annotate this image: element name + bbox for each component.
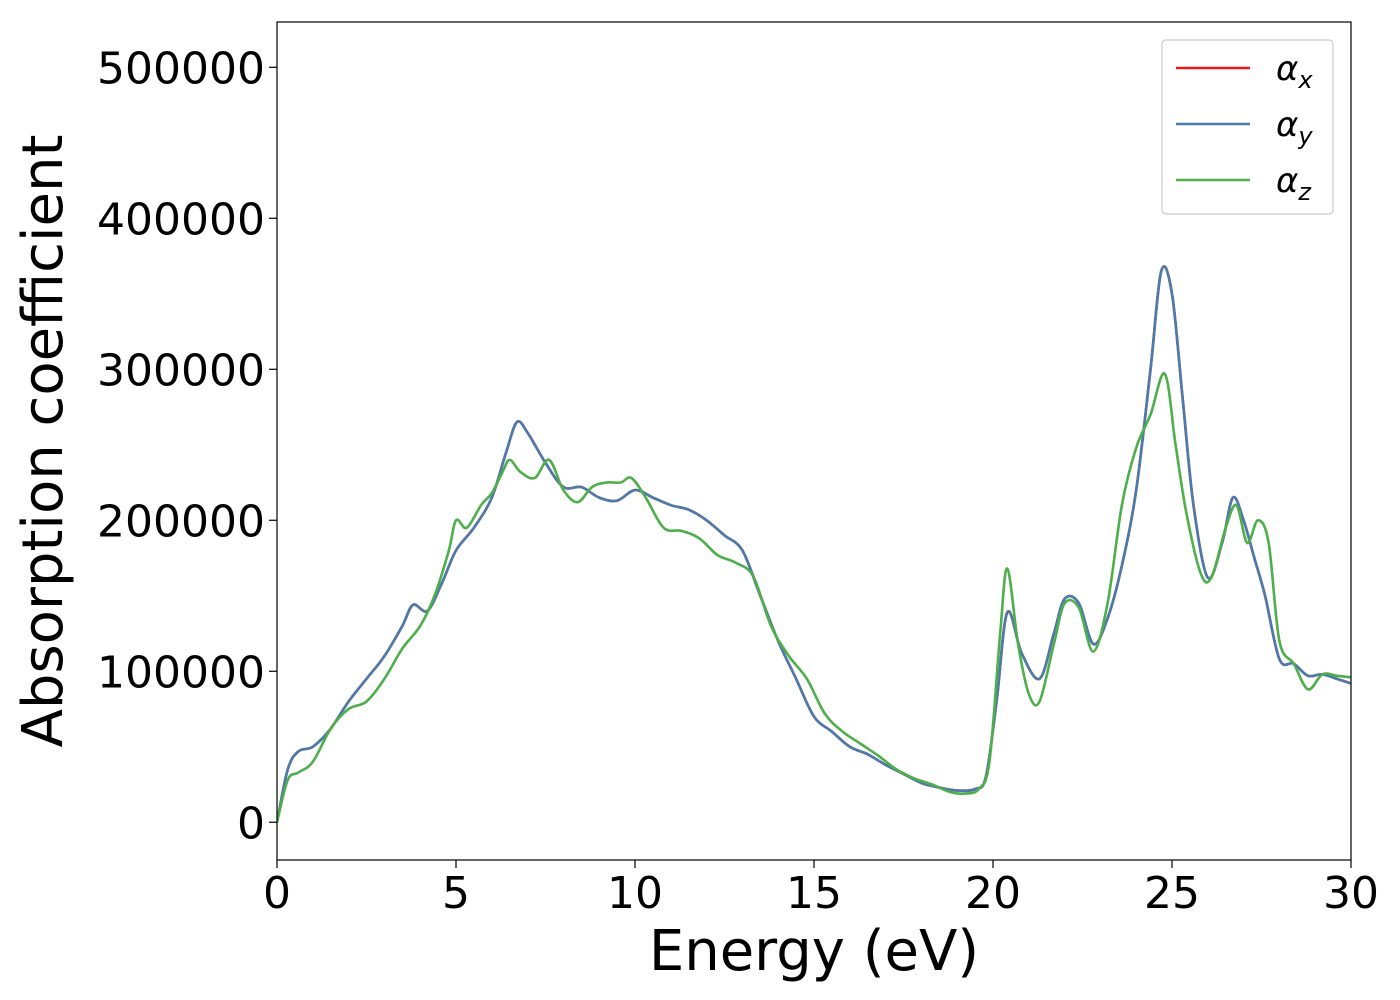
x-tick-label: 5 bbox=[442, 868, 470, 919]
y-tick-label: 0 bbox=[237, 798, 265, 849]
legend-label: αx bbox=[1276, 49, 1313, 94]
legend: αx αy αz bbox=[1161, 39, 1334, 215]
legend-box bbox=[1161, 39, 1334, 215]
y-tick-label: 400000 bbox=[97, 194, 265, 245]
y-tick-label: 100000 bbox=[97, 647, 265, 698]
legend-item-z: αz bbox=[1176, 161, 1312, 206]
y-axis: 0 100000 200000 300000 400000 500000 bbox=[97, 43, 277, 849]
y-tick-label: 500000 bbox=[97, 43, 265, 94]
legend-item-x: αx bbox=[1176, 49, 1313, 94]
y-tick-label: 200000 bbox=[97, 496, 265, 547]
series-line-x bbox=[277, 265, 1351, 823]
y-tick-label: 300000 bbox=[97, 345, 265, 396]
x-tick-label: 30 bbox=[1323, 868, 1379, 919]
y-axis-label: Absorption coefficient bbox=[11, 135, 76, 748]
x-tick-label: 10 bbox=[607, 868, 663, 919]
legend-label: αy bbox=[1276, 105, 1313, 150]
x-tick-label: 15 bbox=[786, 868, 842, 919]
series-line-z bbox=[277, 372, 1351, 823]
legend-item-y: αy bbox=[1176, 105, 1313, 150]
x-tick-label: 25 bbox=[1144, 868, 1200, 919]
x-axis: 0 5 10 15 20 25 30 bbox=[263, 860, 1379, 919]
x-tick-label: 20 bbox=[965, 868, 1021, 919]
plot-lines bbox=[277, 265, 1351, 823]
legend-label: αz bbox=[1276, 161, 1312, 206]
x-tick-label: 0 bbox=[263, 868, 291, 919]
x-axis-label: Energy (eV) bbox=[649, 919, 979, 984]
series-line-y bbox=[277, 265, 1351, 823]
